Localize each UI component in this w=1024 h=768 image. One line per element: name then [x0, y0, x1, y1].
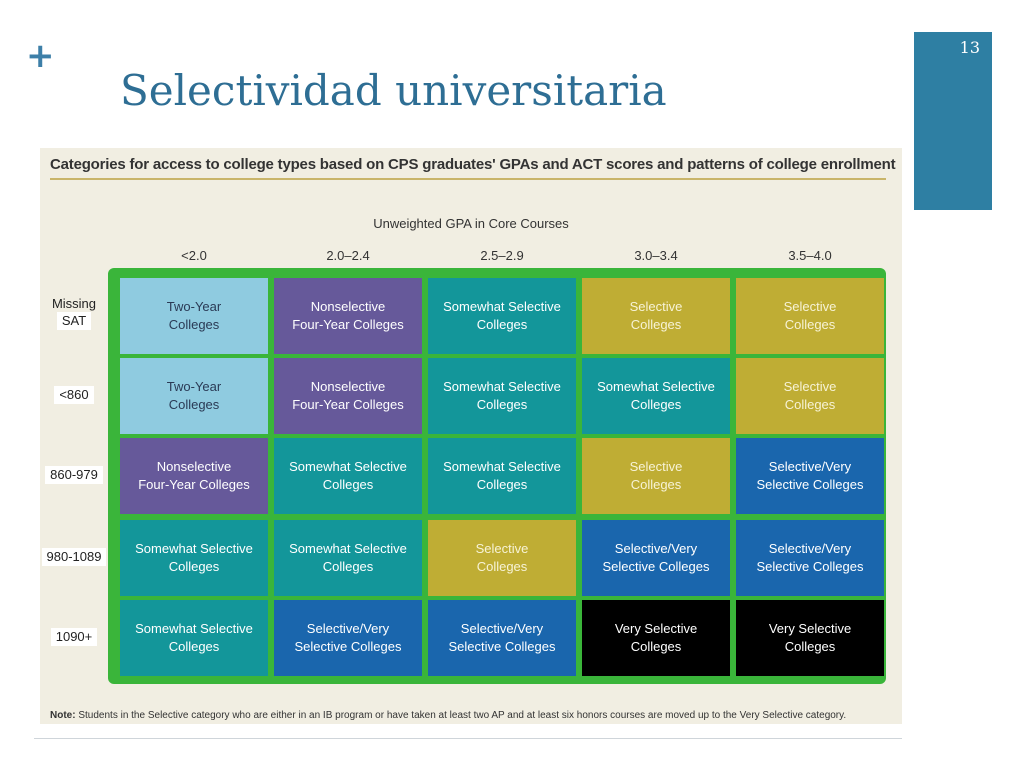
category-cell-two-year: Two-Year Colleges — [120, 278, 268, 354]
category-cell-selective: Selective Colleges — [582, 438, 730, 514]
category-cell-selective-very: Selective/Very Selective Colleges — [736, 438, 884, 514]
sat-row-label: 860-979 — [40, 466, 108, 484]
category-cell-somewhat-selective: Somewhat Selective Colleges — [428, 358, 576, 434]
figure-note: Note: Students in the Selective category… — [50, 710, 846, 721]
note-label: Note: — [50, 710, 76, 721]
college-access-figure: Categories for access to college types b… — [40, 148, 902, 724]
sat-row-label-top: Missing — [51, 296, 97, 311]
category-cell-somewhat-selective: Somewhat Selective Colleges — [274, 520, 422, 596]
category-cell-somewhat-selective: Somewhat Selective Colleges — [428, 438, 576, 514]
category-cell-somewhat-selective: Somewhat Selective Colleges — [582, 358, 730, 434]
figure-heading: Categories for access to college types b… — [50, 156, 896, 173]
slide-number: 13 — [959, 38, 980, 57]
slide-number-tab — [914, 32, 992, 210]
category-cell-selective: Selective Colleges — [582, 278, 730, 354]
gpa-column-header: 2.5–2.9 — [480, 248, 524, 263]
category-cell-selective-very: Selective/Very Selective Colleges — [428, 600, 576, 676]
sat-row-label-range: 980-1089 — [41, 548, 107, 566]
sat-row-label: <860 — [40, 386, 108, 404]
category-cell-nonselective: Nonselective Four-Year Colleges — [274, 278, 422, 354]
sat-row-label-range: 860-979 — [45, 466, 103, 484]
category-cell-selective: Selective Colleges — [736, 358, 884, 434]
category-cell-selective-very: Selective/Very Selective Colleges — [736, 520, 884, 596]
gpa-column-header: 2.0–2.4 — [326, 248, 370, 263]
category-cell-nonselective: Nonselective Four-Year Colleges — [120, 438, 268, 514]
category-cell-selective: Selective Colleges — [428, 520, 576, 596]
category-cell-somewhat-selective: Somewhat Selective Colleges — [120, 520, 268, 596]
category-cell-nonselective: Nonselective Four-Year Colleges — [274, 358, 422, 434]
sat-row-label-range: SAT — [56, 312, 92, 330]
sat-row-label: 980-1089 — [40, 548, 108, 566]
sat-row-label-range: <860 — [54, 386, 94, 404]
sat-row-label: Missing SAT — [40, 296, 108, 330]
category-cell-very-selective: Very Selective Colleges — [736, 600, 884, 676]
sat-row-label-range: 1090+ — [50, 628, 98, 646]
note-text: Students in the Selective category who a… — [75, 710, 847, 721]
bottom-rule — [34, 738, 902, 739]
category-cell-somewhat-selective: Somewhat Selective Colleges — [428, 278, 576, 354]
category-cell-somewhat-selective: Somewhat Selective Colleges — [120, 600, 268, 676]
category-cell-two-year: Two-Year Colleges — [120, 358, 268, 434]
gpa-column-header: 3.5–4.0 — [788, 248, 832, 263]
category-cell-selective: Selective Colleges — [736, 278, 884, 354]
gpa-column-header: 3.0–3.4 — [634, 248, 678, 263]
gpa-column-header: <2.0 — [181, 248, 207, 263]
figure-heading-rule — [50, 178, 886, 180]
slide-title: Selectividad universitaria — [120, 66, 667, 115]
gpa-axis-label: Unweighted GPA in Core Courses — [373, 216, 569, 231]
plus-icon: + — [26, 36, 55, 76]
sat-row-label: 1090+ — [40, 628, 108, 646]
category-cell-very-selective: Very Selective Colleges — [582, 600, 730, 676]
category-cell-somewhat-selective: Somewhat Selective Colleges — [274, 438, 422, 514]
category-cell-selective-very: Selective/Very Selective Colleges — [274, 600, 422, 676]
category-cell-selective-very: Selective/Very Selective Colleges — [582, 520, 730, 596]
